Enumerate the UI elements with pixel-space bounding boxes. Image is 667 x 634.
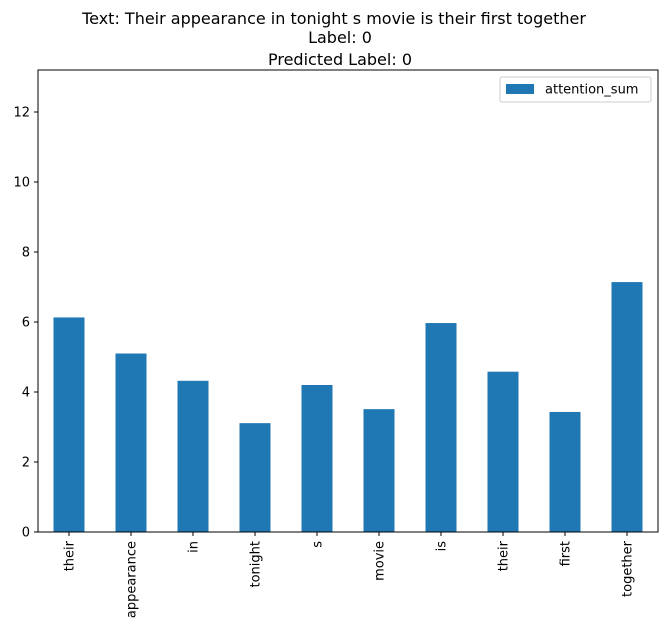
- bars-group: [53, 282, 643, 532]
- bar-2: [177, 380, 209, 532]
- bar-7: [487, 371, 519, 532]
- bar-1: [115, 353, 147, 532]
- y-tick-label-5: 10: [13, 176, 30, 191]
- y-tick-label-1: 2: [22, 456, 30, 471]
- bar-8: [549, 411, 581, 532]
- bar-6: [425, 323, 457, 532]
- bar-4: [301, 385, 333, 532]
- plot-frame: [37, 69, 659, 533]
- legend-label: attention_sum: [545, 83, 638, 98]
- legend-box: [499, 76, 652, 103]
- bar-0: [53, 317, 85, 532]
- x-tick-label-4: s: [311, 541, 326, 548]
- bar-9: [611, 282, 643, 532]
- legend: attention_sum: [499, 76, 652, 103]
- x-tick-label-7: their: [497, 540, 512, 571]
- y-tick-label-6: 12: [13, 106, 30, 121]
- y-tick-label-3: 6: [22, 316, 30, 331]
- title-line-1: Text: Their appearance in tonight s movi…: [81, 9, 586, 28]
- x-tick-label-2: in: [187, 541, 202, 553]
- chart-title: Text: Their appearance in tonight s movi…: [81, 9, 586, 69]
- title-line-3: Predicted Label: 0: [268, 50, 412, 69]
- bar-3: [239, 423, 271, 532]
- y-tick-label-2: 4: [22, 386, 30, 401]
- bar-5: [363, 409, 395, 532]
- x-tick-label-0: their: [63, 540, 78, 571]
- legend-swatch: [506, 84, 534, 94]
- x-tick-label-9: together: [621, 540, 636, 597]
- x-tick-label-8: first: [559, 541, 574, 566]
- x-tick-label-3: tonight: [249, 541, 264, 588]
- y-tick-label-4: 8: [22, 246, 30, 261]
- x-tick-label-1: appearance: [125, 541, 140, 618]
- title-line-2: Label: 0: [308, 28, 372, 47]
- y-tick-label-0: 0: [22, 526, 30, 541]
- x-tick-label-5: movie: [373, 541, 388, 581]
- y-axis: 0 2 4 6 8 10 12: [13, 106, 38, 541]
- x-axis: their appearance in tonight s movie is their fir…: [63, 532, 636, 618]
- x-tick-label-6: is: [435, 541, 450, 552]
